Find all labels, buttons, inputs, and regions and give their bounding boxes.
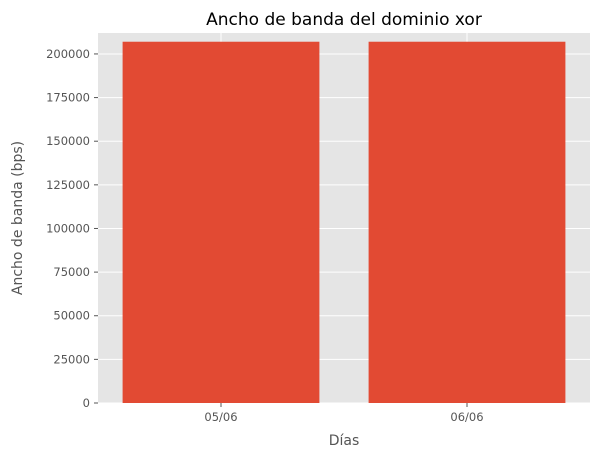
y-axis-label: Ancho de banda (bps) — [10, 141, 26, 295]
y-tick-label: 75000 — [53, 265, 90, 279]
x-axis-ticks: 05/06 06/06 — [204, 403, 484, 424]
y-tick-label: 200000 — [46, 47, 90, 61]
chart-title: Ancho de banda del dominio xor — [206, 10, 482, 30]
y-axis-ticks: 0 25000 50000 75000 100000 125000 150000 175000… — [46, 47, 98, 410]
x-tick-label: 06/06 — [450, 410, 483, 424]
bars — [122, 41, 566, 404]
y-tick-label: 0 — [83, 396, 90, 410]
y-tick-label: 125000 — [46, 178, 90, 192]
y-tick-label: 100000 — [46, 221, 90, 235]
x-tick-label: 05/06 — [204, 410, 237, 424]
y-tick-label: 25000 — [53, 352, 90, 366]
y-tick-label: 150000 — [46, 134, 90, 148]
y-tick-label: 175000 — [46, 91, 90, 105]
bar-06-06 — [368, 41, 566, 404]
y-tick-label: 50000 — [53, 309, 90, 323]
x-axis-label: Días — [329, 433, 360, 449]
bar-05-06 — [122, 41, 320, 404]
